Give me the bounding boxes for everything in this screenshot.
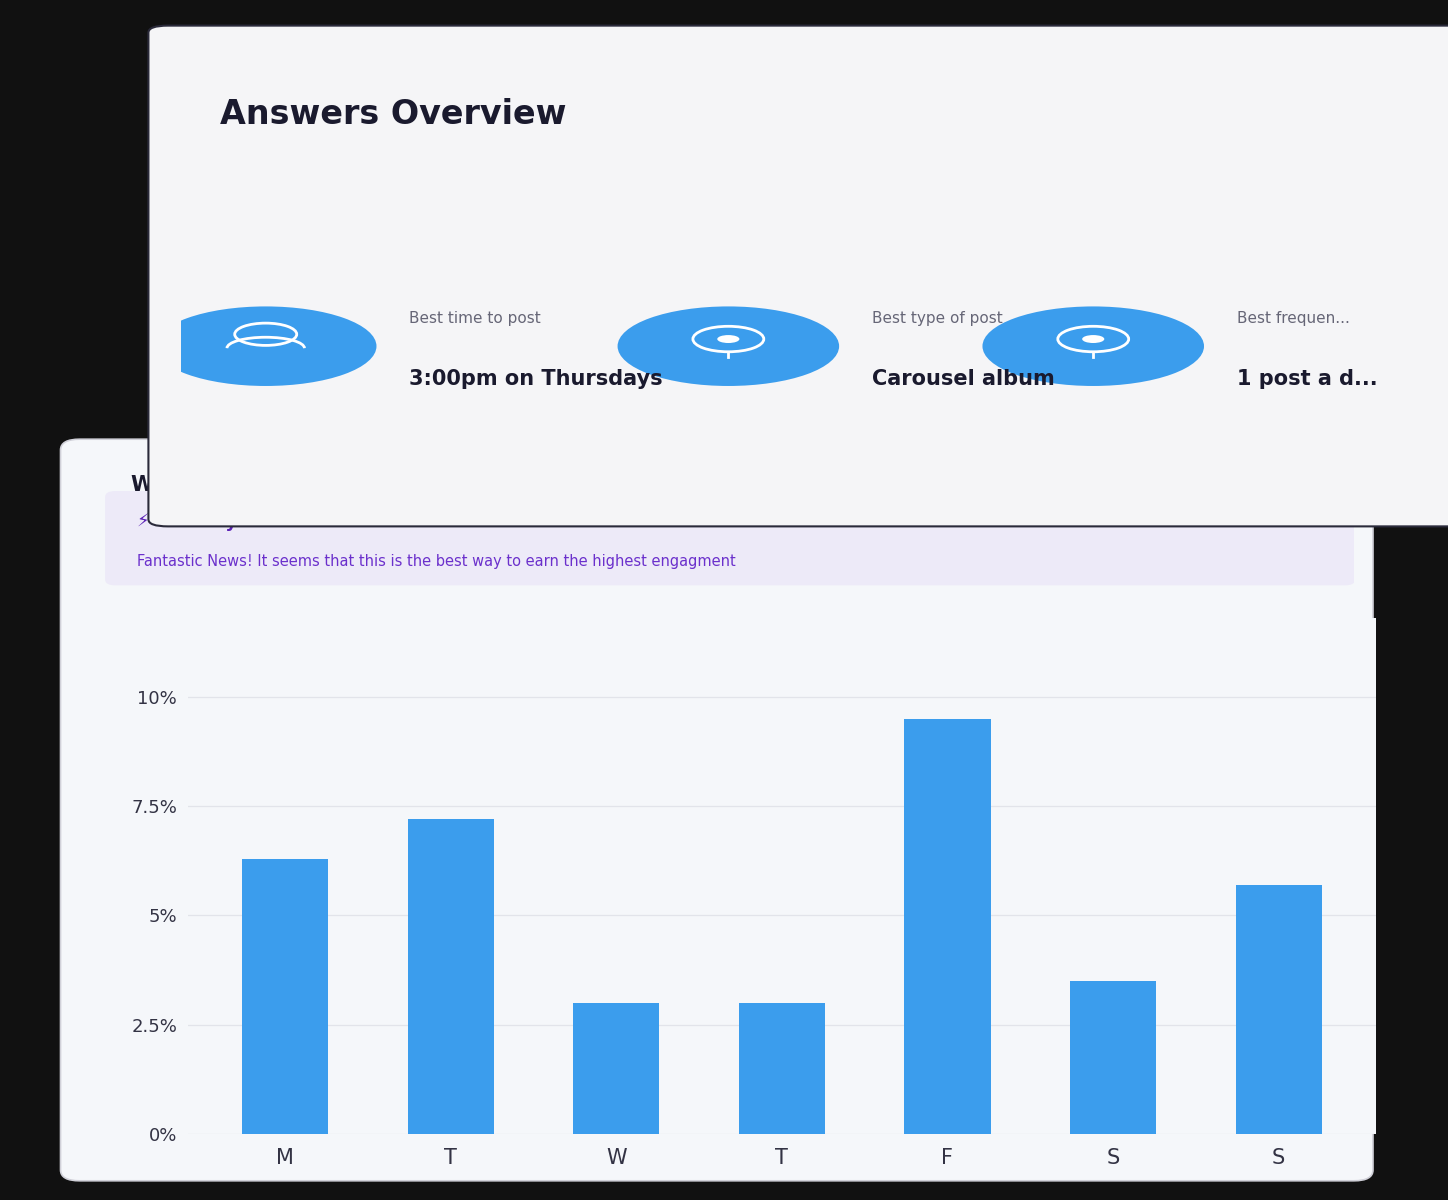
Text: Friday: Friday — [175, 512, 237, 530]
Text: Best frequen...: Best frequen... — [1237, 311, 1350, 325]
Text: Answers Overview: Answers Overview — [220, 98, 566, 131]
Bar — [242, 858, 329, 1134]
Text: ⚡: ⚡ — [138, 512, 149, 530]
Bar — [905, 719, 990, 1134]
Bar — [1235, 884, 1322, 1134]
Text: Which day gets the most engagement?: Which day gets the most engagement? — [130, 475, 591, 496]
Text: 3:00pm on Thursdays: 3:00pm on Thursdays — [408, 368, 663, 389]
FancyBboxPatch shape — [106, 491, 1355, 586]
Bar — [573, 1003, 659, 1134]
Text: Best type of post: Best type of post — [872, 311, 1002, 325]
Bar — [1070, 980, 1156, 1134]
Text: 1 post a d...: 1 post a d... — [1237, 368, 1377, 389]
Bar — [408, 820, 494, 1134]
Text: Best time to post: Best time to post — [408, 311, 540, 325]
Circle shape — [1082, 335, 1105, 343]
FancyBboxPatch shape — [149, 25, 1448, 527]
FancyBboxPatch shape — [61, 439, 1373, 1181]
Text: Carousel album: Carousel album — [872, 368, 1054, 389]
Text: Fantastic News! It seems that this is the best way to earn the highest engagment: Fantastic News! It seems that this is th… — [138, 554, 736, 569]
Circle shape — [717, 335, 740, 343]
Circle shape — [617, 306, 840, 386]
Circle shape — [155, 306, 376, 386]
Circle shape — [982, 306, 1203, 386]
Bar — [738, 1003, 825, 1134]
